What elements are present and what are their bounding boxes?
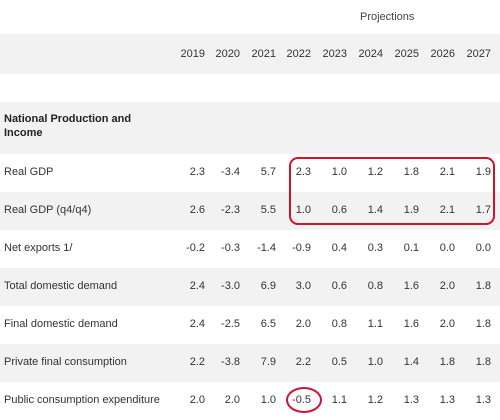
table-cell: 1.3 — [439, 394, 455, 406]
table-cell: 5.7 — [260, 166, 276, 178]
table-cell: 1.8 — [439, 356, 455, 368]
year-header: 2021 — [251, 48, 276, 60]
table-cell: 2.3 — [295, 166, 311, 178]
table-cell: 2.0 — [189, 394, 205, 406]
table-cell: 1.9 — [403, 204, 419, 216]
table-cell: 0.4 — [331, 242, 347, 254]
table-cell: 2.2 — [189, 356, 205, 368]
table-cell: 6.5 — [260, 318, 276, 330]
highlight-circle-public-consumption-2022 — [286, 387, 322, 413]
table-cell: 1.1 — [331, 394, 347, 406]
table-cell: -1.4 — [257, 242, 276, 254]
row-label: Final domestic demand — [4, 318, 118, 330]
table-cell: 2.0 — [439, 318, 455, 330]
table-cell: 1.6 — [403, 318, 419, 330]
table-cell: 1.0 — [367, 356, 383, 368]
table-cell: 1.0 — [331, 166, 347, 178]
section-header-row: National Production and Income — [0, 102, 500, 154]
table-cell: 0.3 — [367, 242, 383, 254]
table-cell: 1.8 — [475, 356, 491, 368]
table-cell: 0.5 — [331, 356, 347, 368]
table-row: Total domestic demand 2.4 -3.0 6.9 3.0 0… — [0, 268, 500, 306]
table-cell: 2.6 — [189, 204, 205, 216]
table-cell: 1.8 — [403, 166, 419, 178]
projections-label: Projections — [360, 11, 415, 23]
table-cell: 2.0 — [224, 394, 240, 406]
table-cell: 1.2 — [367, 394, 383, 406]
table-cell: -3.0 — [221, 280, 240, 292]
year-header-row: 2019 2020 2021 2022 2023 2024 2025 2026 … — [0, 34, 500, 74]
year-header: 2024 — [358, 48, 383, 60]
table-cell: 2.0 — [439, 280, 455, 292]
table-cell: 2.4 — [189, 280, 205, 292]
table-row: Net exports 1/ -0.2 -0.3 -1.4 -0.9 0.4 0… — [0, 230, 500, 268]
table-cell: 5.5 — [260, 204, 276, 216]
year-header: 2019 — [180, 48, 205, 60]
table-cell: 2.1 — [439, 204, 455, 216]
year-header: 2025 — [394, 48, 419, 60]
table-cell: 0.0 — [475, 242, 491, 254]
row-label: Public consumption expenditure — [4, 394, 160, 406]
table-cell: 1.4 — [403, 356, 419, 368]
table-cell: 0.8 — [331, 318, 347, 330]
table-row: Final domestic demand 2.4 -2.5 6.5 2.0 0… — [0, 306, 500, 344]
table-cell: 0.6 — [331, 280, 347, 292]
highlight-box-real-gdp-projections — [289, 157, 495, 225]
table-cell: 1.8 — [475, 318, 491, 330]
table-cell: 1.8 — [475, 280, 491, 292]
table-cell: 0.8 — [367, 280, 383, 292]
table-cell: 3.0 — [295, 280, 311, 292]
table-cell: -0.3 — [221, 242, 240, 254]
table-cell: -0.2 — [186, 242, 205, 254]
year-header: 2023 — [322, 48, 347, 60]
table-cell: 2.2 — [295, 356, 311, 368]
table-cell: -2.3 — [221, 204, 240, 216]
projections-header-band: Projections — [0, 0, 500, 34]
table-row: Private final consumption 2.2 -3.8 7.9 2… — [0, 344, 500, 382]
year-header: 2022 — [286, 48, 311, 60]
table-cell: 1.2 — [367, 166, 383, 178]
row-label: Net exports 1/ — [4, 242, 73, 254]
table-cell: 2.0 — [295, 318, 311, 330]
table-cell: 6.9 — [260, 280, 276, 292]
table-row: Public consumption expenditure 2.0 2.0 1… — [0, 382, 500, 420]
table-cell: 1.3 — [475, 394, 491, 406]
row-label: Total domestic demand — [4, 280, 118, 292]
table-cell: 1.7 — [475, 204, 491, 216]
table-cell: 2.1 — [439, 166, 455, 178]
row-label: Private final consumption — [4, 356, 127, 368]
table-cell: -0.9 — [292, 242, 311, 254]
table-cell: 1.1 — [367, 318, 383, 330]
table-cell: 0.0 — [439, 242, 455, 254]
table-cell: -3.8 — [221, 356, 240, 368]
table-cell: 1.6 — [403, 280, 419, 292]
table-cell: 2.4 — [189, 318, 205, 330]
section-title: National Production and Income — [4, 113, 132, 139]
table-cell: 0.1 — [403, 242, 419, 254]
year-header: 2020 — [215, 48, 240, 60]
header-spacer — [0, 74, 500, 102]
table-cell: 1.3 — [403, 394, 419, 406]
table-cell: 1.0 — [260, 394, 276, 406]
table-cell: 1.4 — [367, 204, 383, 216]
table-cell: 0.6 — [331, 204, 347, 216]
table-cell: -2.5 — [221, 318, 240, 330]
table-cell: 2.3 — [189, 166, 205, 178]
year-header: 2026 — [430, 48, 455, 60]
row-label: Real GDP (q4/q4) — [4, 204, 92, 216]
table-cell: -3.4 — [221, 166, 240, 178]
row-label: Real GDP — [4, 166, 54, 178]
table-cell: 7.9 — [260, 356, 276, 368]
table-cell: 1.0 — [295, 204, 311, 216]
table-cell: 1.9 — [475, 166, 491, 178]
year-header: 2027 — [466, 48, 491, 60]
table-row: Real GDP 2.3 -3.4 5.7 2.3 1.0 1.2 1.8 2.… — [0, 154, 500, 192]
